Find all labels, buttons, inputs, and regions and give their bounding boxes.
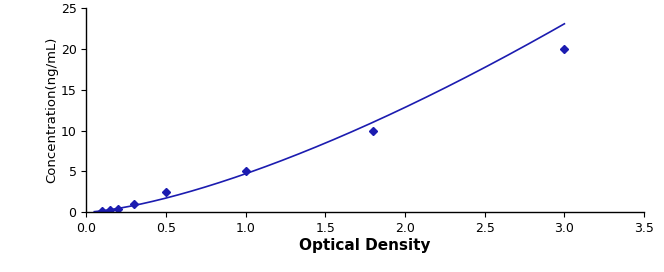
X-axis label: Optical Density: Optical Density [299,238,431,253]
Y-axis label: Concentration(ng/mL): Concentration(ng/mL) [45,37,58,183]
